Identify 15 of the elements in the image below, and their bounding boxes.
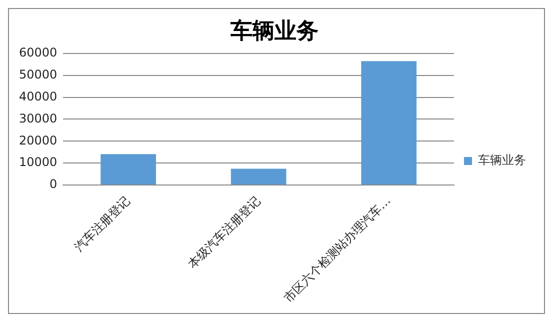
y-tick-label: 0 xyxy=(50,177,58,192)
x-tick-label: 汽车注册登记 xyxy=(72,194,133,254)
y-tick-label: 10000 xyxy=(18,155,58,170)
y-tick-label: 60000 xyxy=(18,46,58,60)
y-tick-label: 40000 xyxy=(18,89,58,104)
bar xyxy=(361,61,417,184)
y-tick-label: 20000 xyxy=(18,133,58,148)
bar xyxy=(100,154,156,184)
y-tick-label: 30000 xyxy=(18,111,58,126)
bar xyxy=(230,168,286,184)
y-tick-label: 50000 xyxy=(18,67,58,82)
x-tick-label: 市区六个检测站办理汽车… xyxy=(281,194,394,306)
legend-label: 车辆业务 xyxy=(478,153,526,168)
chart-title: 车辆业务 xyxy=(230,18,318,44)
x-tick-label: 本级汽车注册登记 xyxy=(185,194,263,272)
